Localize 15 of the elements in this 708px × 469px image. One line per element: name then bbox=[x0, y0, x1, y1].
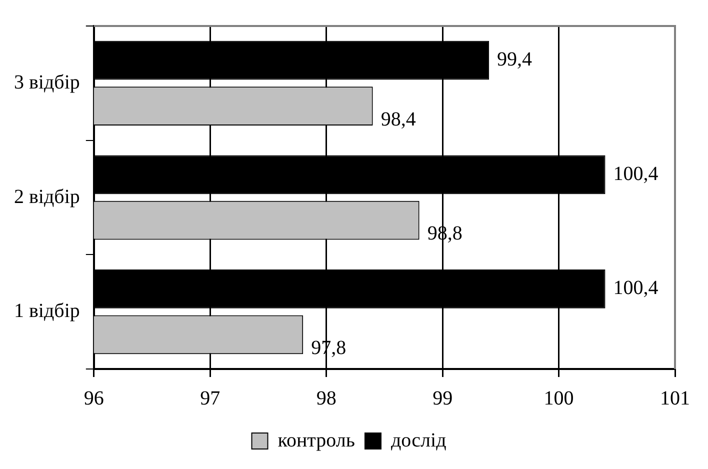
x-tick-label: 96 bbox=[84, 387, 104, 410]
data-label: 98,4 bbox=[380, 108, 416, 130]
y-tick-label: 1 відбір bbox=[14, 300, 80, 322]
x-tick-label: 100 bbox=[544, 387, 574, 410]
legend-label: контроль bbox=[278, 429, 355, 452]
data-label: 100,4 bbox=[613, 277, 658, 300]
x-tick-label: 97 bbox=[200, 387, 220, 410]
y-tick-label: 3 відбір bbox=[14, 71, 80, 94]
x-tick-label: 98 bbox=[316, 387, 336, 410]
legend-label: дослід bbox=[390, 429, 446, 452]
x-tick-label: 101 bbox=[660, 387, 690, 410]
x-tick-label: 99 bbox=[432, 387, 453, 410]
data-label: 100,4 bbox=[613, 162, 658, 185]
y-tick-label: 2 відбір bbox=[14, 186, 80, 208]
data-label: 99,4 bbox=[497, 48, 532, 71]
